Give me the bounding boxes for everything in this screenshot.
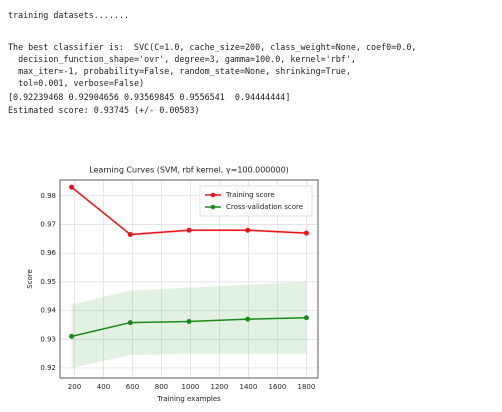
chart-title: Learning Curves (SVM, rbf kernel, γ=100.… bbox=[89, 166, 289, 175]
output-line: decision_function_shape='ovr', degree=3,… bbox=[8, 54, 356, 64]
x-tick-label: 1200 bbox=[211, 383, 229, 391]
point bbox=[303, 230, 309, 236]
x-tick-label: 600 bbox=[126, 383, 139, 391]
x-tick-label: 200 bbox=[68, 383, 81, 391]
y-tick-label: 0.97 bbox=[40, 220, 56, 228]
output-line: Estimated score: 0.93745 (+/- 0.00583) bbox=[8, 105, 200, 115]
y-tick-label: 0.96 bbox=[40, 249, 56, 257]
legend-marker bbox=[210, 204, 216, 210]
output-line: training datasets....... bbox=[8, 10, 129, 20]
y-tick-label: 0.98 bbox=[40, 192, 56, 200]
legend-marker bbox=[210, 192, 216, 198]
point bbox=[69, 184, 75, 190]
legend-label: Training score bbox=[225, 191, 275, 199]
point bbox=[186, 318, 192, 324]
x-tick-label: 400 bbox=[97, 383, 110, 391]
band bbox=[71, 281, 307, 368]
x-tick-label: 1800 bbox=[297, 383, 315, 391]
x-axis-label: Training examples bbox=[156, 395, 221, 403]
point bbox=[69, 333, 75, 339]
point bbox=[127, 320, 133, 326]
y-tick-label: 0.92 bbox=[40, 364, 56, 372]
output-line: tol=0.001, verbose=False) bbox=[8, 78, 144, 88]
band bbox=[71, 185, 307, 236]
y-axis-label: Score bbox=[26, 269, 34, 289]
y-tick-label: 0.95 bbox=[40, 278, 56, 286]
output-line: max_iter=-1, probability=False, random_s… bbox=[8, 66, 351, 76]
x-tick-label: 800 bbox=[155, 383, 168, 391]
point bbox=[245, 227, 251, 233]
output-line: [0.92239468 0.92904656 0.93569845 0.9556… bbox=[8, 92, 290, 102]
y-tick-label: 0.94 bbox=[40, 307, 56, 315]
legend-box bbox=[199, 185, 313, 217]
legend-label: Cross-validation score bbox=[226, 203, 303, 211]
output-line: The best classifier is: SVC(C=1.0, cache… bbox=[8, 42, 416, 52]
x-tick-label: 1000 bbox=[182, 383, 200, 391]
point bbox=[245, 316, 251, 322]
point bbox=[303, 315, 309, 321]
axes-frame bbox=[59, 179, 319, 379]
y-tick-label: 0.93 bbox=[40, 335, 56, 343]
point bbox=[127, 232, 133, 238]
x-tick-label: 1400 bbox=[240, 383, 258, 391]
x-tick-label: 1600 bbox=[269, 383, 287, 391]
point bbox=[186, 227, 192, 233]
